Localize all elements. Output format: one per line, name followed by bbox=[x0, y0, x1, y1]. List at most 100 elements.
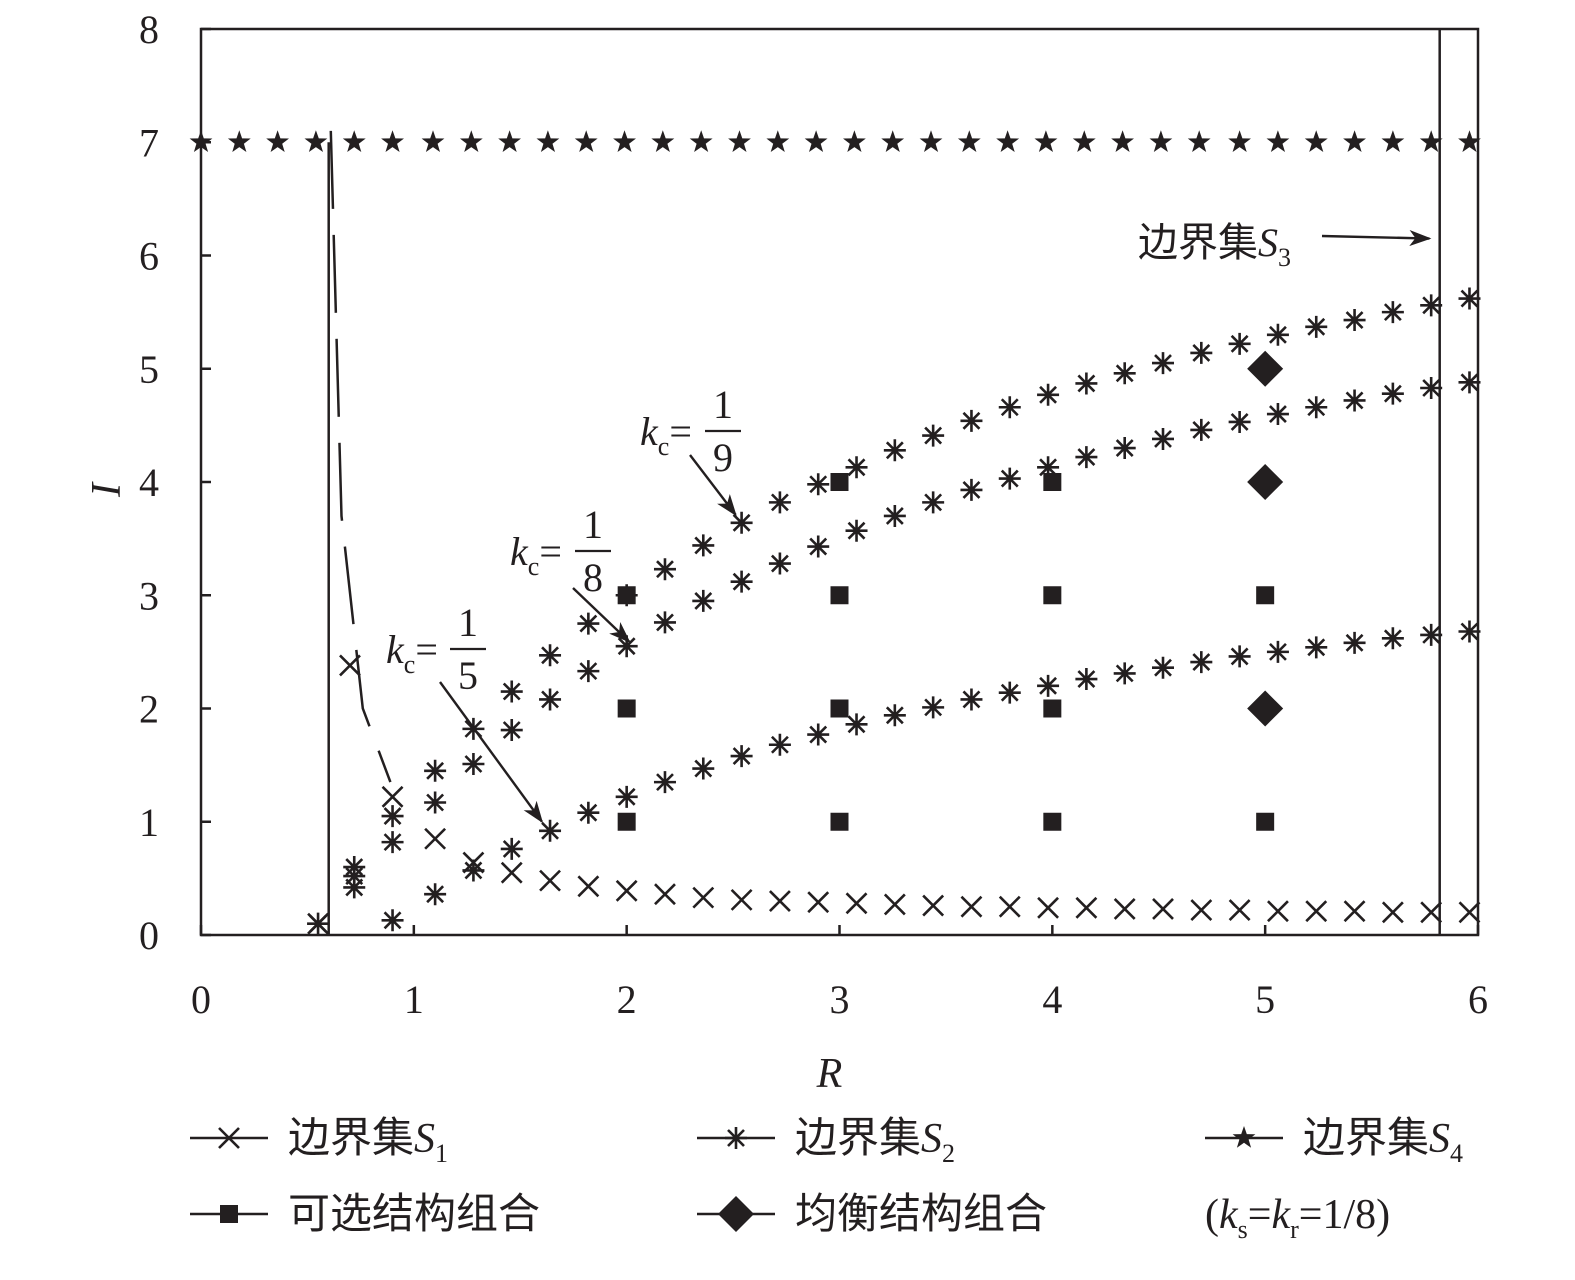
data-point-x bbox=[1458, 901, 1481, 924]
data-point-asterisk bbox=[577, 612, 600, 635]
legend-label: 均衡结构组合 bbox=[795, 1192, 1047, 1238]
data-point-x bbox=[500, 861, 523, 884]
data-point-asterisk bbox=[1266, 640, 1289, 663]
data-point-star bbox=[996, 130, 1020, 152]
data-point-asterisk bbox=[577, 801, 600, 824]
data-point-star bbox=[689, 130, 713, 152]
data-point-asterisk bbox=[1420, 377, 1443, 400]
kc-annotation: kc= 1 8 bbox=[510, 502, 631, 643]
data-point-star-shape bbox=[804, 130, 828, 152]
data-point-star-shape bbox=[1419, 130, 1443, 152]
data-point-square-shape bbox=[830, 473, 849, 491]
data-point-x bbox=[768, 890, 791, 912]
kc-numerator: 1 bbox=[458, 600, 478, 645]
data-point-star-shape bbox=[1228, 130, 1251, 152]
data-point-asterisk bbox=[1458, 287, 1481, 310]
kc-numerator: 1 bbox=[583, 502, 603, 547]
data-point-asterisk-shape bbox=[1381, 301, 1404, 324]
y-tick-label: 1 bbox=[139, 800, 159, 845]
data-point-asterisk bbox=[343, 856, 366, 879]
legend-label-sub: 2 bbox=[942, 1139, 955, 1168]
data-point-square bbox=[1256, 586, 1275, 605]
data-point-asterisk-shape bbox=[500, 837, 523, 860]
data-point-star-shape bbox=[766, 130, 790, 152]
data-point-asterisk bbox=[883, 439, 906, 462]
data-point-asterisk-shape bbox=[424, 883, 447, 906]
legend-marker-diamond-shape bbox=[718, 1196, 754, 1232]
data-point-x-shape bbox=[339, 654, 361, 677]
legend-item: 边界集S4 bbox=[1205, 1116, 1463, 1168]
y-tick-label: 8 bbox=[139, 7, 159, 52]
data-point-asterisk-shape bbox=[615, 785, 638, 808]
data-point-asterisk-shape bbox=[424, 791, 447, 814]
data-point-square bbox=[1043, 586, 1062, 605]
kc-denominator: 8 bbox=[583, 555, 603, 600]
data-point-asterisk bbox=[1152, 656, 1175, 679]
data-point-star-shape bbox=[1458, 130, 1481, 152]
data-point-star bbox=[766, 130, 790, 152]
data-point-asterisk bbox=[424, 883, 447, 906]
data-point-square bbox=[1043, 473, 1062, 491]
data-point-x-shape bbox=[960, 895, 983, 918]
data-point-star-shape bbox=[304, 130, 328, 152]
data-point-x bbox=[381, 785, 404, 808]
legend-marker-star bbox=[1232, 1126, 1256, 1148]
data-point-asterisk bbox=[922, 696, 945, 719]
data-point-square-shape bbox=[617, 699, 636, 718]
data-point-asterisk bbox=[1113, 437, 1136, 460]
data-point-star-shape bbox=[421, 130, 445, 152]
data-point-asterisk-shape bbox=[1305, 396, 1328, 419]
data-point-star-shape bbox=[881, 130, 905, 152]
params-k2: k bbox=[1271, 1192, 1291, 1238]
data-point-asterisk-shape bbox=[883, 704, 906, 727]
y-tick-label: 3 bbox=[139, 573, 159, 618]
data-point-x-shape bbox=[381, 785, 404, 808]
data-point-x-shape bbox=[1075, 896, 1098, 919]
legend-marker-star-shape bbox=[1232, 1126, 1256, 1148]
kc-k: k bbox=[640, 409, 659, 454]
data-point-asterisk bbox=[1266, 403, 1289, 426]
data-point-asterisk-shape bbox=[1381, 627, 1404, 650]
data-point-asterisk bbox=[539, 688, 562, 711]
data-point-star-shape bbox=[728, 130, 751, 152]
data-point-asterisk-shape bbox=[653, 771, 676, 794]
data-point-square bbox=[617, 699, 636, 718]
series-5 bbox=[617, 473, 1275, 831]
data-point-star bbox=[459, 130, 483, 152]
data-point-asterisk-shape bbox=[845, 519, 868, 542]
data-point-asterisk bbox=[1305, 396, 1328, 419]
data-point-x bbox=[1267, 900, 1289, 923]
data-point-x bbox=[539, 869, 561, 892]
params-note: (ks=kr=1/8) bbox=[1205, 1192, 1390, 1244]
legend-label-sub: 1 bbox=[435, 1139, 448, 1168]
data-point-asterisk bbox=[730, 745, 753, 768]
data-point-asterisk-shape bbox=[730, 570, 753, 593]
data-point-diamond-shape bbox=[1247, 690, 1284, 727]
legend-label: 边界集S2 bbox=[795, 1116, 955, 1168]
data-point-asterisk bbox=[922, 491, 945, 514]
data-point-star bbox=[1228, 130, 1251, 152]
data-point-x bbox=[1152, 898, 1174, 920]
data-point-x bbox=[1075, 896, 1098, 919]
data-point-star-shape bbox=[689, 130, 713, 152]
data-point-x-shape bbox=[424, 827, 447, 850]
data-point-asterisk bbox=[845, 456, 868, 479]
data-point-x-shape bbox=[845, 892, 868, 915]
data-point-square-shape bbox=[1256, 812, 1275, 831]
data-point-asterisk-shape bbox=[1343, 309, 1366, 332]
data-point-star bbox=[613, 130, 636, 152]
data-point-asterisk-shape bbox=[768, 491, 791, 514]
data-point-star-shape bbox=[957, 130, 981, 152]
data-point-asterisk-shape bbox=[1228, 645, 1251, 668]
data-point-asterisk bbox=[768, 552, 791, 575]
data-point-square-shape bbox=[617, 812, 636, 831]
data-point-x-shape bbox=[1381, 901, 1404, 924]
legend-label-base: 均衡结构组合 bbox=[795, 1192, 1047, 1238]
s3-label-var: S bbox=[1258, 220, 1278, 265]
kc-k: k bbox=[510, 529, 529, 574]
data-point-asterisk bbox=[845, 519, 868, 542]
data-point-asterisk-shape bbox=[1037, 383, 1060, 406]
kc-eq: = bbox=[669, 409, 692, 454]
y-tick-label: 5 bbox=[139, 347, 159, 392]
